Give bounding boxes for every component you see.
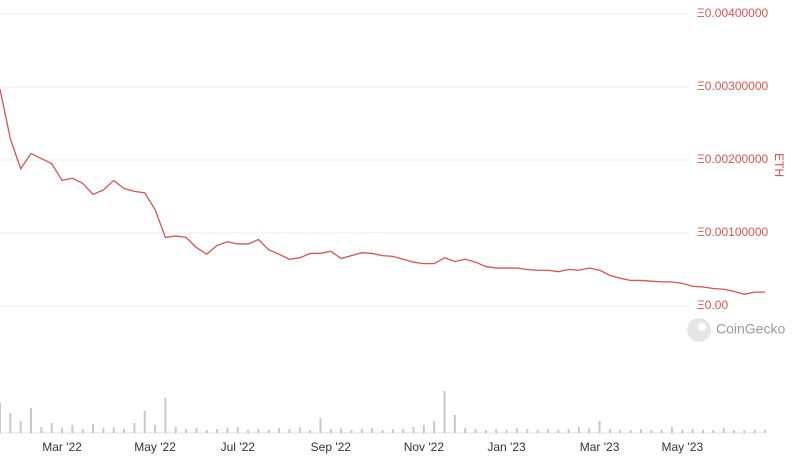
volume-bar xyxy=(164,398,167,433)
y-tick-label: Ξ0.00 xyxy=(697,298,728,312)
logo-eye xyxy=(698,323,706,331)
volume-bar xyxy=(174,427,177,433)
volume-bar xyxy=(247,430,250,433)
watermark: CoinGecko xyxy=(716,321,785,337)
volume-bar xyxy=(112,427,115,433)
volume-bar xyxy=(288,429,291,433)
volume-bar xyxy=(185,429,188,433)
volume-bar xyxy=(205,430,208,433)
x-tick-label: Nov '22 xyxy=(404,440,445,454)
volume-bar xyxy=(30,408,33,433)
volume-bar xyxy=(557,430,560,433)
volume-bar xyxy=(681,430,684,433)
volume-bar xyxy=(402,429,405,433)
volume-bar xyxy=(577,427,580,433)
price-line xyxy=(0,89,765,295)
volume-bar xyxy=(81,429,84,433)
y-tick-label: Ξ0.00200000 xyxy=(697,152,769,166)
x-tick-label: Mar '23 xyxy=(580,440,620,454)
volume-bar xyxy=(267,430,270,433)
volume-bar xyxy=(71,425,74,433)
volume-bar xyxy=(371,428,374,433)
volume-bar xyxy=(629,430,632,433)
volume-bar xyxy=(722,428,725,433)
volume-bar xyxy=(619,430,622,433)
volume-bar xyxy=(691,429,694,433)
volume-bar xyxy=(712,430,715,433)
volume-bar xyxy=(195,428,198,433)
volume-bar xyxy=(598,421,601,433)
volume-bar xyxy=(412,427,415,433)
y-axis-label: ETH xyxy=(772,153,786,177)
volume-bar xyxy=(381,430,384,433)
y-tick-label: Ξ0.00300000 xyxy=(697,79,769,93)
volume-bar xyxy=(670,427,673,433)
volume-bar xyxy=(9,413,12,433)
volume-bar xyxy=(433,421,436,433)
volume-bar xyxy=(484,430,487,433)
volume-bar xyxy=(19,421,22,433)
x-tick-label: Sep '22 xyxy=(311,440,352,454)
x-tick-label: May '22 xyxy=(134,440,176,454)
volume-bar xyxy=(639,429,642,433)
watermark-logo xyxy=(687,318,711,342)
volume-bar xyxy=(102,428,105,433)
volume-bar xyxy=(495,429,498,433)
volume-bar xyxy=(257,429,260,433)
volume-bar xyxy=(298,427,301,433)
volume-bar xyxy=(567,429,570,433)
volume-bar xyxy=(505,430,508,433)
volume-bar xyxy=(143,411,146,433)
volume-bar xyxy=(391,429,394,433)
volume-bar xyxy=(515,428,518,433)
volume-bar xyxy=(0,403,1,433)
volume-bar xyxy=(608,429,611,433)
x-tick-label: Mar '22 xyxy=(42,440,82,454)
volume-bar xyxy=(133,423,136,433)
volume-bar xyxy=(123,429,126,433)
volume-bar xyxy=(40,427,43,433)
volume-bar xyxy=(226,428,229,433)
volume-bar xyxy=(453,415,456,433)
volume-bar xyxy=(743,430,746,433)
x-tick-label: Jan '23 xyxy=(487,440,526,454)
x-tick-label: Jul '22 xyxy=(221,440,256,454)
volume-bar xyxy=(660,430,663,433)
volume-bar xyxy=(650,430,653,433)
volume-bar xyxy=(526,429,529,433)
volume-bar xyxy=(50,423,53,433)
volume-bar xyxy=(92,424,95,433)
volume-bar xyxy=(536,430,539,433)
volume-bar xyxy=(216,429,219,433)
x-tick-label: May '23 xyxy=(661,440,703,454)
volume-bar xyxy=(588,428,591,433)
volume-bar xyxy=(546,429,549,433)
y-tick-label: Ξ0.00400000 xyxy=(697,6,769,20)
volume-bar xyxy=(319,418,322,433)
volume-bar xyxy=(474,429,477,433)
volume-bar xyxy=(764,430,766,433)
volume-bar xyxy=(61,428,64,433)
y-tick-label: Ξ0.00100000 xyxy=(697,225,769,239)
volume-bar xyxy=(154,425,157,433)
volume-bar xyxy=(350,430,353,433)
volume-bar xyxy=(278,428,281,433)
volume-bar xyxy=(422,425,425,433)
volume-bar xyxy=(701,430,704,433)
volume-bar xyxy=(732,430,735,433)
volume-bar xyxy=(340,428,343,433)
volume-bar xyxy=(309,430,312,433)
logo-circle xyxy=(687,318,711,342)
volume-bar xyxy=(464,428,467,433)
volume-bar xyxy=(360,429,363,433)
volume-bar xyxy=(329,429,332,433)
volume-bar xyxy=(753,430,756,433)
volume-bar xyxy=(443,391,446,433)
volume-bar xyxy=(236,427,239,433)
